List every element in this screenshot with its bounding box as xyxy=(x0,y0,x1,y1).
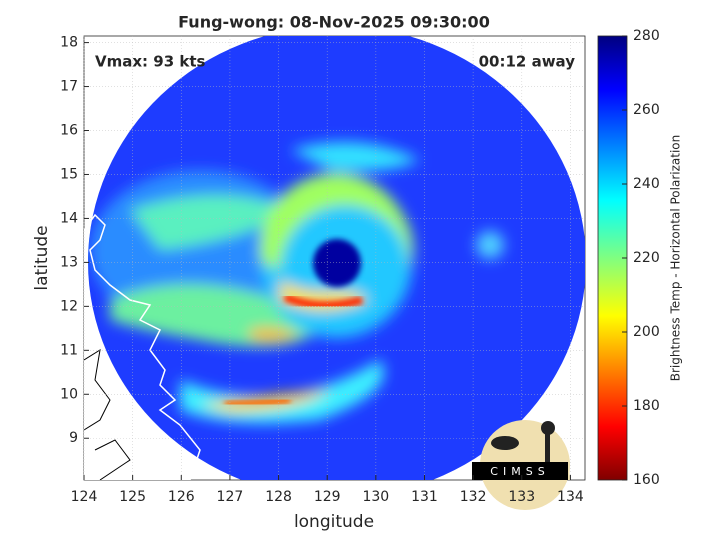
x-tick-label: 129 xyxy=(314,489,341,505)
x-tick-label: 134 xyxy=(557,489,584,505)
x-tick-label: 128 xyxy=(265,489,292,505)
y-tick-label: 18 xyxy=(60,35,78,51)
y-tick-label: 17 xyxy=(60,79,78,95)
colorbar-tick-label: 160 xyxy=(633,472,660,488)
colorbar-tick-label: 240 xyxy=(633,176,660,192)
vmax-annotation: Vmax: 93 kts xyxy=(95,53,205,71)
y-tick-label: 12 xyxy=(60,298,78,314)
grid xyxy=(83,36,585,480)
title: Fung-wong: 08-Nov-2025 09:30:00 xyxy=(178,13,490,32)
x-tick-label: 131 xyxy=(411,489,438,505)
colorbar-tick-label: 180 xyxy=(633,398,660,414)
y-tick-label: 13 xyxy=(60,254,78,270)
logo-text: CIMSS xyxy=(490,465,549,478)
x-tick-label: 124 xyxy=(71,489,98,505)
y-tick-label: 15 xyxy=(60,166,78,182)
swath xyxy=(84,36,585,480)
colorbar-tick-label: 200 xyxy=(633,324,660,340)
x-tick-label: 132 xyxy=(460,489,487,505)
y-tick-label: 10 xyxy=(60,386,78,402)
time-annotation: 00:12 away xyxy=(479,53,576,71)
colorbar-tick-label: 260 xyxy=(633,102,660,118)
x-axis-label: longitude xyxy=(294,512,374,532)
colorbar-tick-label: 220 xyxy=(633,250,660,266)
x-tick-label: 126 xyxy=(168,489,195,505)
x-tick-label: 127 xyxy=(217,489,244,505)
y-tick-label: 14 xyxy=(60,210,78,226)
logo: CIMSS xyxy=(472,420,570,510)
colorbar-label: Brightness Temp - Horizontal Polarizatio… xyxy=(669,135,683,382)
colorbar-tick-label: 280 xyxy=(633,28,660,44)
y-axis-label: latitude xyxy=(32,225,52,290)
x-tick-label: 130 xyxy=(362,489,389,505)
y-tick-label: 9 xyxy=(69,430,78,446)
y-tick-label: 11 xyxy=(60,342,78,358)
y-tick-label: 16 xyxy=(60,123,78,139)
x-tick-label: 125 xyxy=(119,489,146,505)
x-tick-label: 133 xyxy=(508,489,535,505)
